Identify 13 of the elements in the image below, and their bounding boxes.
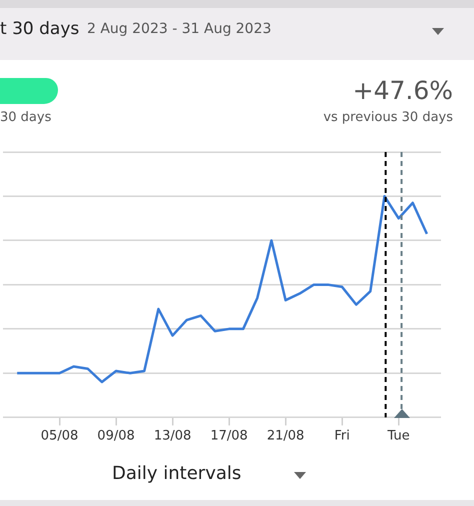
x-tick-label: 21/08 <box>266 428 304 444</box>
x-tick-label: 17/08 <box>210 428 248 444</box>
text: +47.6% <box>352 76 453 105</box>
x-tick-label: Tue <box>386 428 410 444</box>
text: 30 days <box>0 110 52 125</box>
text: Daily intervals <box>112 463 242 484</box>
chart-subtitle: 2 Aug 2023 - 31 Aug 2023 <box>87 21 272 37</box>
x-tick-label: 09/08 <box>97 428 135 444</box>
x-tick-label: 13/08 <box>154 428 192 444</box>
x-tick-label: Fri <box>334 428 350 444</box>
x-tick-label: 05/08 <box>40 428 78 444</box>
chart-title: t 30 days <box>0 19 80 39</box>
text: vs previous 30 days <box>323 110 453 125</box>
